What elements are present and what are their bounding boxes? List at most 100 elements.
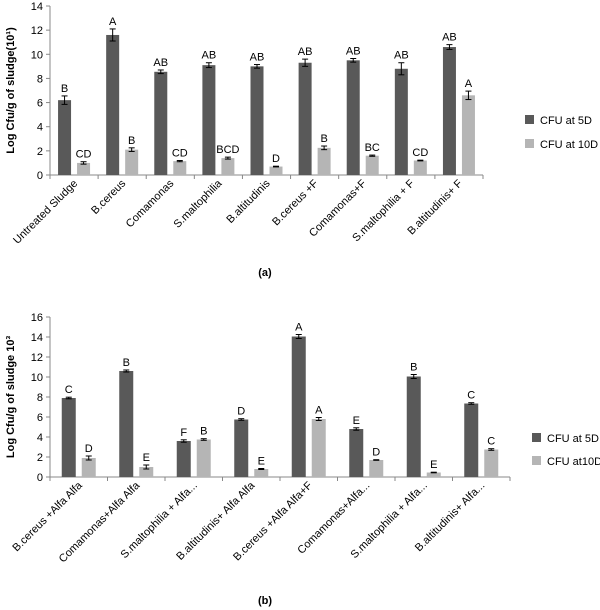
- legend-swatch: [532, 433, 541, 442]
- significance-letter: D: [85, 443, 93, 455]
- y-tick-label: 8: [37, 73, 43, 85]
- bar: [221, 158, 235, 175]
- significance-letter: E: [143, 452, 150, 464]
- bar: [394, 68, 408, 175]
- bar: [154, 71, 168, 175]
- bar: [119, 371, 134, 477]
- bar: [406, 376, 421, 477]
- bar: [346, 60, 360, 176]
- significance-letter: AB: [202, 50, 217, 62]
- legend-swatch: [525, 115, 534, 124]
- legend-label: CFU at 5D: [540, 115, 592, 127]
- y-tick-label: 8: [37, 392, 43, 404]
- significance-letter: CD: [76, 149, 92, 161]
- x-category-label: B.altitudinis: [224, 177, 273, 226]
- significance-letter: D: [272, 153, 280, 165]
- bar: [58, 100, 72, 175]
- x-category-label: Untreated Sludge: [11, 178, 80, 247]
- significance-letter: AB: [153, 57, 168, 69]
- y-tick-label: 14: [31, 1, 43, 13]
- significance-letter: E: [353, 415, 360, 427]
- significance-letter: A: [465, 78, 473, 90]
- y-tick-label: 12: [31, 352, 43, 364]
- bar: [461, 95, 475, 175]
- significance-letter: C: [487, 436, 495, 448]
- bar: [365, 155, 379, 175]
- y-tick-label: 4: [37, 432, 43, 444]
- bar: [173, 161, 187, 175]
- bar: [81, 458, 96, 477]
- bar: [196, 439, 211, 477]
- bar: [77, 162, 91, 175]
- x-category-label: B.cereus: [89, 177, 129, 217]
- legend-label: CFU at 5D: [547, 433, 599, 445]
- bar: [464, 403, 479, 477]
- legend-label: CFU at10D: [547, 456, 600, 468]
- bar: [298, 62, 312, 175]
- bar: [202, 65, 216, 175]
- x-category-label: Comamonas: [124, 177, 177, 230]
- significance-letter: B: [200, 426, 207, 438]
- significance-letter: BCD: [216, 144, 239, 156]
- bar: [125, 149, 139, 175]
- significance-letter: A: [315, 405, 323, 417]
- bar: [139, 467, 154, 477]
- legend-swatch: [525, 139, 534, 148]
- significance-letter: B: [61, 83, 68, 95]
- bar: [269, 166, 283, 175]
- panel-label: (a): [258, 267, 272, 279]
- bar: [413, 160, 427, 175]
- y-tick-label: 2: [37, 146, 43, 158]
- y-tick-label: 14: [31, 332, 43, 344]
- bar: [484, 449, 499, 477]
- significance-letter: CD: [172, 148, 188, 160]
- bar: [426, 472, 441, 477]
- bar: [317, 147, 331, 175]
- bar: [349, 429, 364, 477]
- y-tick-label: 16: [31, 312, 43, 324]
- bar: [254, 469, 269, 477]
- significance-letter: AB: [346, 46, 361, 58]
- x-category-label: S.maltophilia: [171, 177, 225, 231]
- significance-letter: A: [295, 322, 303, 334]
- bar: [291, 336, 306, 477]
- significance-letter: B: [320, 133, 327, 145]
- y-tick-label: 6: [37, 98, 43, 110]
- y-tick-label: 0: [37, 472, 43, 484]
- y-tick-label: 6: [37, 412, 43, 424]
- significance-letter: B: [123, 357, 130, 369]
- bar: [442, 47, 456, 175]
- significance-letter: C: [65, 384, 73, 396]
- significance-letter: AB: [394, 50, 409, 62]
- bar: [176, 441, 191, 477]
- significance-letter: F: [180, 427, 187, 439]
- legend-swatch: [532, 456, 541, 465]
- bar: [61, 398, 76, 477]
- bar: [250, 66, 264, 175]
- x-category-label: B.cereus +F: [270, 177, 321, 228]
- significance-letter: AB: [442, 32, 457, 44]
- y-tick-label: 2: [37, 452, 43, 464]
- significance-letter: B: [410, 362, 417, 374]
- y-tick-label: 0: [37, 170, 43, 182]
- significance-letter: CD: [412, 147, 428, 159]
- significance-letter: AB: [298, 46, 313, 58]
- significance-letter: B: [128, 135, 135, 147]
- significance-letter: C: [467, 390, 475, 402]
- y-tick-label: 10: [31, 49, 43, 61]
- y-axis-title: Log Cfu/g of sludge 10³: [5, 336, 17, 459]
- y-tick-label: 4: [37, 122, 43, 134]
- significance-letter: D: [237, 406, 245, 418]
- significance-letter: D: [372, 447, 380, 459]
- panel-label: (b): [258, 595, 272, 607]
- bar: [369, 460, 384, 477]
- significance-letter: AB: [250, 52, 265, 64]
- bar: [106, 34, 120, 175]
- bar: [234, 419, 249, 477]
- significance-letter: BC: [365, 142, 380, 154]
- legend-label: CFU at 10D: [540, 139, 598, 151]
